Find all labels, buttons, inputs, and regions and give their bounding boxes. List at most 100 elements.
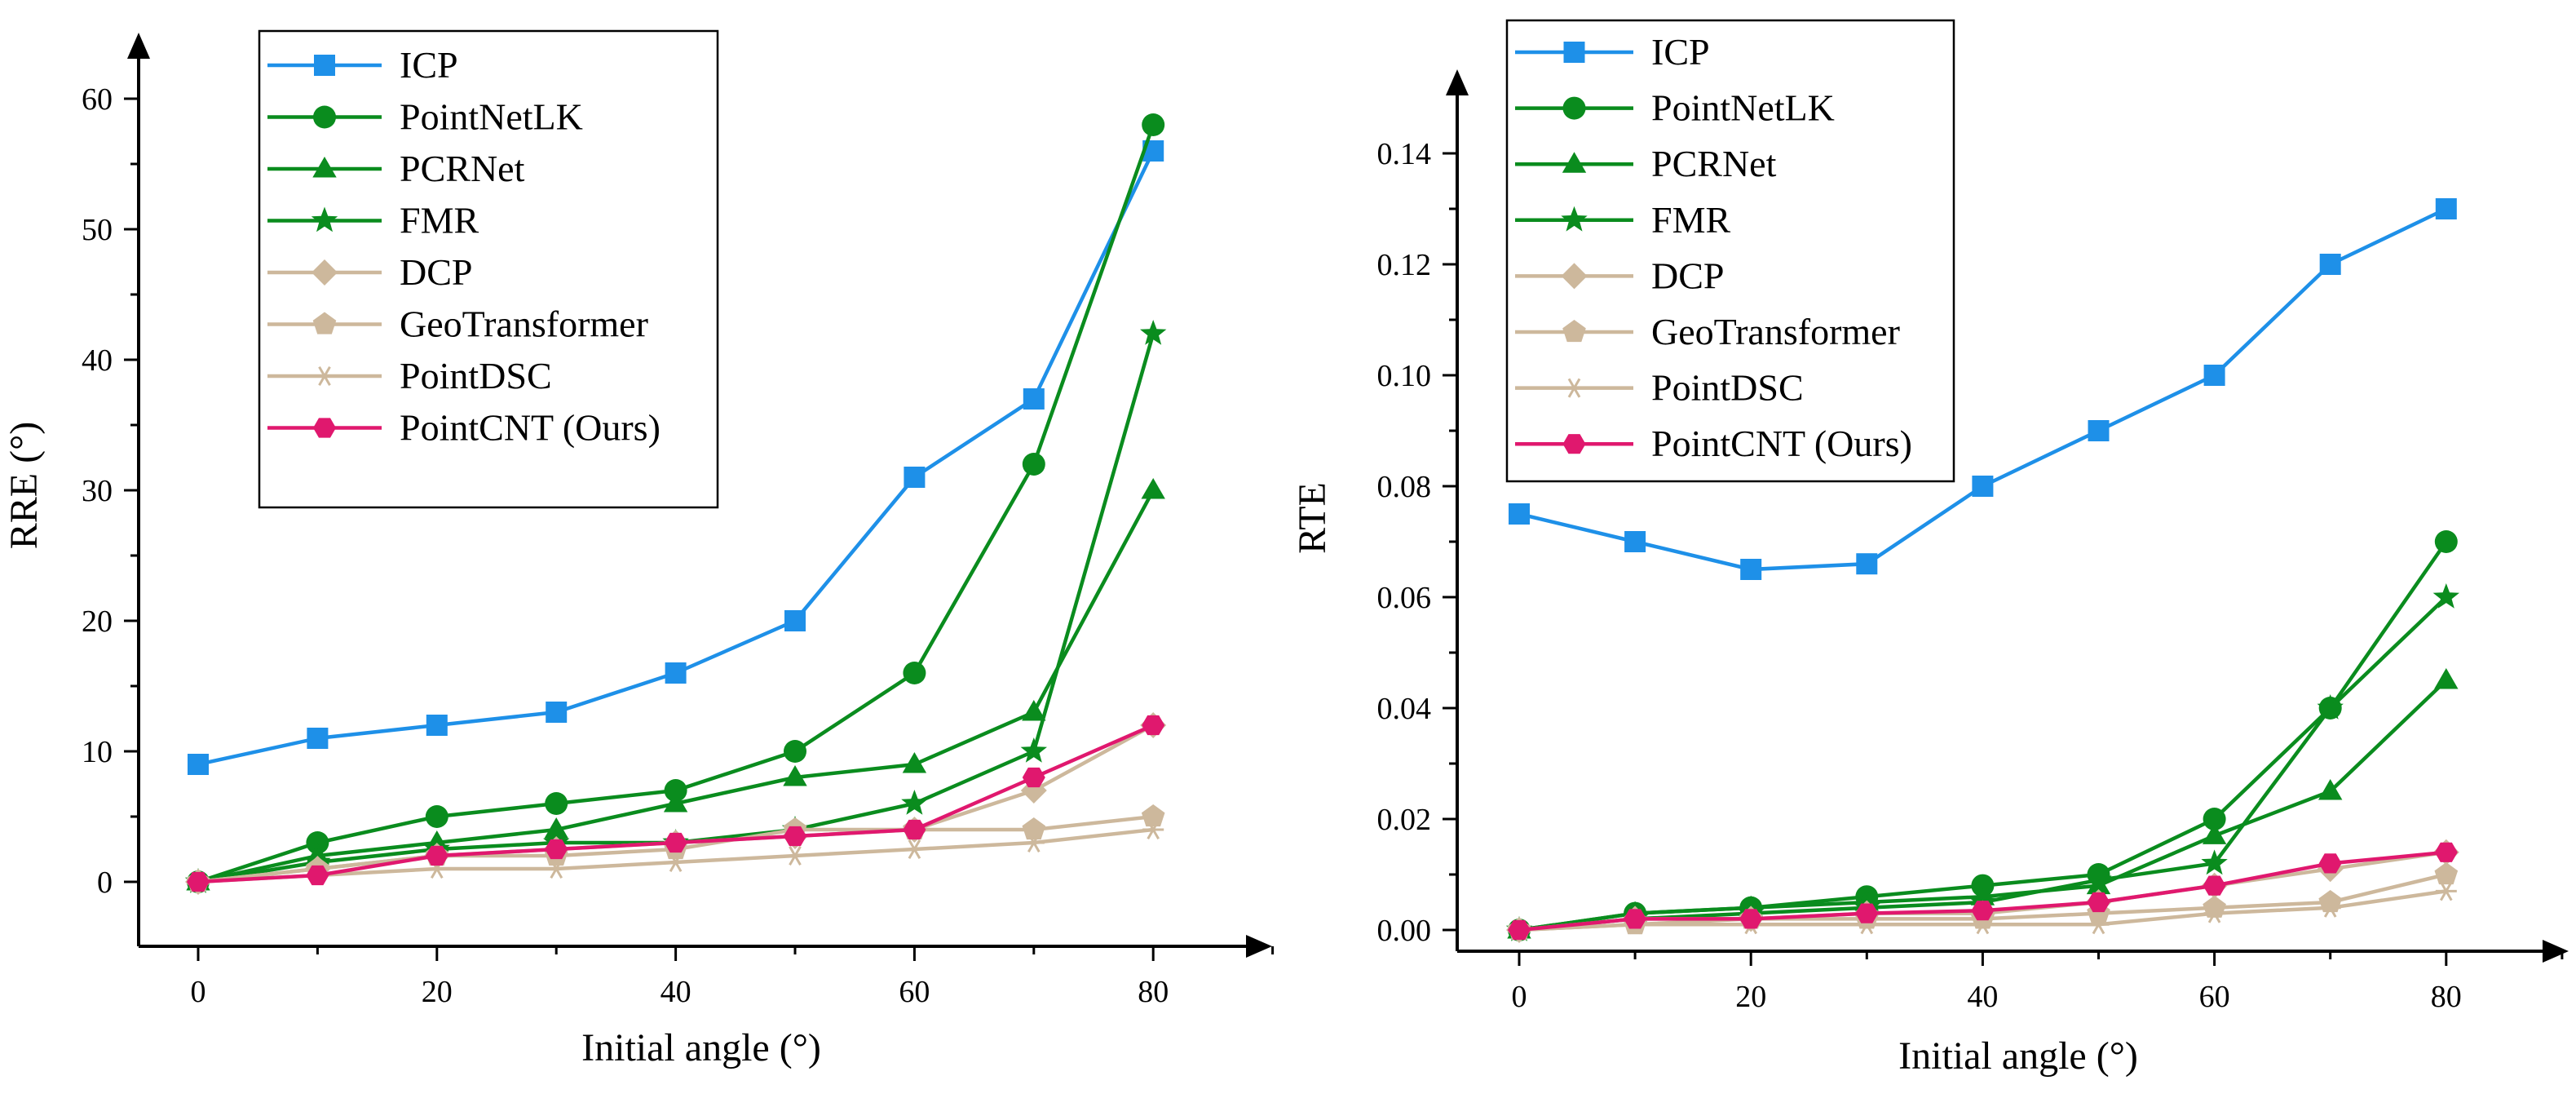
legend-marker-pointdsc (314, 365, 335, 387)
data-point-pointnetlk (545, 792, 568, 815)
data-point-pcrnet (663, 791, 688, 813)
data-point-pointdsc (2088, 914, 2110, 935)
data-point-icp (904, 467, 926, 488)
chart-rte: 0 20 40 60 80 0.00 0.02 0.04 0.06 0.08 0.10 0.12 0.1… (1291, 19, 2569, 1078)
data-point-fmr (1140, 320, 1167, 345)
x-tick-label: 40 (1967, 980, 1998, 1014)
data-point-pointcnt-ours (1855, 903, 1879, 923)
data-point-pointnetlk (2434, 530, 2458, 553)
data-point-geotransformer (2434, 862, 2459, 885)
data-point-icp (1740, 559, 1762, 580)
data-point-icp (546, 702, 568, 723)
legend-label-dcp: DCP (1651, 255, 1724, 296)
data-point-pointnetlk (306, 831, 329, 854)
y-axis-title: RTE (1291, 482, 1334, 554)
data-point-pointnetlk (1142, 113, 1165, 136)
x-tick-label: 0 (191, 975, 206, 1009)
data-point-icp (2088, 420, 2110, 441)
data-point-icp (784, 610, 806, 631)
data-point-pointdsc (1023, 832, 1045, 853)
data-point-pointcnt-ours (545, 839, 568, 860)
data-point-pointdsc (2203, 903, 2225, 923)
legend-marker-geotransformer (312, 312, 337, 334)
legend-marker-fmr (311, 206, 338, 232)
data-point-pointnetlk (2203, 808, 2226, 830)
y-tick-label: 10 (82, 735, 113, 769)
y-tick-label: 0.00 (1377, 914, 1432, 948)
legend-marker-pcrnet (312, 157, 337, 178)
data-point-fmr (1020, 737, 1047, 763)
x-axis-title: Initial angle (°) (1898, 1034, 2138, 1078)
legend: ICP PointNetLK PCRNet FMR DCP GeoTransformer P… (1505, 19, 1955, 483)
legend-marker-pointcnt-ours (313, 418, 336, 438)
data-point-pointdsc (665, 852, 687, 873)
data-point-icp (665, 662, 687, 684)
data-point-icp (188, 754, 209, 775)
series-line-pcrnet (197, 489, 1155, 884)
legend-label-pointdsc: PointDSC (1651, 367, 1804, 409)
y-tick-label: 0 (97, 866, 113, 900)
data-point-pointcnt-ours (425, 845, 448, 866)
data-point-pointnetlk (784, 740, 806, 763)
data-point-pointcnt-ours (2318, 853, 2342, 874)
data-point-fmr (2432, 583, 2459, 609)
x-tick-label: 80 (1138, 975, 1169, 1009)
legend-label-pointnetlk: PointNetLK (1651, 87, 1835, 129)
data-point-pointdsc (784, 845, 806, 866)
data-point-geotransformer (1141, 804, 1165, 827)
legend-marker-pointdsc (1563, 378, 1585, 398)
data-point-fmr (2085, 866, 2112, 892)
data-point-fmr (2317, 694, 2344, 720)
x-tick-label: 20 (1735, 980, 1766, 1014)
y-tick-label: 0.12 (1377, 248, 1432, 282)
data-point-pointcnt-ours (1142, 715, 1165, 736)
data-point-icp (1856, 553, 1878, 575)
y-tick-label: 20 (82, 604, 113, 639)
data-point-pcrnet (2318, 779, 2343, 800)
data-point-pointcnt-ours (2434, 842, 2458, 862)
x-axis-title: Initial angle (°) (581, 1026, 821, 1069)
data-point-pointcnt-ours (903, 819, 926, 840)
y-tick-label: 0.10 (1377, 359, 1432, 393)
y-tick-label: 0.06 (1377, 581, 1432, 615)
x-tick-label: 40 (661, 975, 691, 1009)
legend-marker-icp (314, 55, 335, 76)
y-tick-label: 60 (82, 82, 113, 117)
data-point-geotransformer (1022, 817, 1046, 840)
data-point-pointdsc (546, 858, 568, 879)
legend-label-fmr: FMR (1651, 199, 1730, 241)
y-tick-label: 30 (82, 474, 113, 508)
legend-label-pcrnet: PCRNet (1651, 143, 1777, 184)
data-point-pcrnet (1022, 700, 1046, 721)
legend-label-geotransformer: GeoTransformer (400, 303, 648, 345)
legend-marker-pointnetlk (1562, 96, 1586, 120)
data-point-pcrnet (2202, 823, 2227, 844)
legend-label-pointcnt-ours: PointCNT (Ours) (1651, 423, 1912, 464)
legend-label-pointnetlk: PointNetLK (400, 96, 583, 138)
data-point-pointnetlk (903, 662, 926, 684)
data-point-pointcnt-ours (2203, 875, 2226, 896)
data-point-pointnetlk (664, 779, 687, 802)
data-point-icp (1624, 531, 1646, 552)
x-axis-arrow-icon (1246, 935, 1272, 958)
data-point-pointdsc (2435, 881, 2457, 901)
y-tick-label: 0.08 (1377, 470, 1432, 504)
y-tick-label: 0.14 (1377, 137, 1432, 171)
x-tick-label: 60 (899, 975, 930, 1009)
data-point-pointcnt-ours (1971, 901, 1995, 921)
legend: ICP PointNetLK PCRNet FMR DCP GeoTransformer P… (258, 29, 719, 509)
legend-marker-dcp (1561, 263, 1588, 290)
legend-label-geotransformer: GeoTransformer (1651, 311, 1900, 352)
data-point-icp (1023, 388, 1045, 410)
data-point-icp (2319, 254, 2341, 275)
legend-marker-pointcnt-ours (1562, 434, 1586, 454)
x-tick-label: 60 (2199, 980, 2230, 1014)
legend-label-fmr: FMR (400, 200, 479, 241)
y-tick-label: 0.02 (1377, 803, 1432, 837)
data-point-pcrnet (544, 817, 568, 839)
data-point-pointdsc (904, 839, 926, 860)
data-point-pointcnt-ours (187, 871, 210, 892)
x-tick-label: 20 (422, 975, 453, 1009)
data-point-pointcnt-ours (664, 832, 687, 853)
